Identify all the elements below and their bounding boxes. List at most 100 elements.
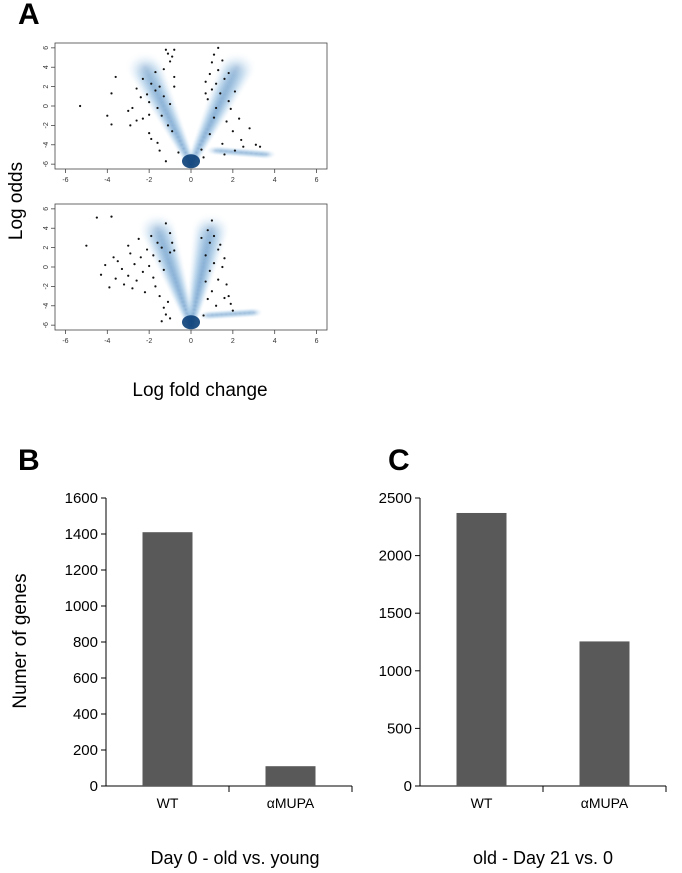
y-tick-label: 2 [43,85,50,89]
data-point [145,93,149,96]
data-point [139,256,142,259]
x-tick-label: 4 [273,177,277,184]
y-tick-label: 6 [43,46,50,50]
data-point [204,280,207,283]
data-point [160,246,163,249]
panel-label-a: A [18,0,40,31]
data-point [135,119,138,122]
data-point [223,296,226,300]
data-point [158,149,161,152]
y-tick-label: 0 [43,104,50,108]
y-tick-label: -2 [43,122,50,128]
data-point [177,151,180,154]
data-point [145,248,149,251]
data-point [223,77,226,80]
data-point [131,287,134,290]
data-point [240,138,243,142]
data-point [229,107,232,111]
data-point [139,96,142,99]
data-point [162,306,165,309]
data-point [233,90,237,93]
data-point [168,317,172,320]
y-tick-label: 200 [73,742,98,759]
data-point [135,279,138,282]
data-point [227,71,230,75]
data-point [148,101,151,104]
data-point [204,254,207,257]
y-tick-label: 0 [90,778,98,795]
data-point [152,276,155,279]
x-tick-label: 4 [273,338,277,345]
data-point [204,92,207,95]
data-point [162,268,165,272]
y-tick-label: 1000 [379,663,412,680]
data-point [168,231,172,235]
data-point [129,252,132,255]
x-tick-label: -6 [62,338,68,345]
data-point [173,249,176,252]
data-point [210,88,214,91]
data-point [212,262,216,265]
data-point [108,286,111,289]
y-tick-label: -2 [43,283,50,289]
y-tick-label: 2000 [379,548,412,565]
data-point [217,278,220,281]
x-tick-label: WT [471,795,493,811]
x-tick-label: 0 [189,338,193,345]
y-tick-label: 1200 [65,562,98,579]
data-point [202,314,205,317]
data-point [225,120,228,123]
data-point [223,257,226,260]
data-point [131,106,134,110]
data-point [225,283,228,286]
data-point [173,48,176,51]
x-tick-label: -2 [146,338,152,345]
data-point [164,222,167,225]
data-point [104,263,107,267]
panel-label-c: C [388,444,410,477]
data-point [202,156,205,159]
data-point [137,237,140,240]
data-point [141,77,144,80]
data-point [206,297,209,301]
y-tick-label: 400 [73,706,98,723]
data-point [173,75,176,79]
data-point [141,270,144,273]
data-point [206,98,209,101]
data-point [135,87,138,90]
data-point [233,149,237,152]
x-tick-label: 2 [231,338,235,345]
data-point [114,75,117,79]
data-point [148,132,151,135]
y-tick-label: 1000 [65,598,98,615]
data-point [110,92,113,95]
data-point [208,241,211,244]
data-point [148,264,151,268]
y-tick-label: 2500 [379,490,412,507]
bar-b-y-label: Numer of genes [10,573,31,709]
y-tick-label: 0 [404,778,412,795]
data-point [212,234,216,238]
data-point [258,145,262,148]
y-tick-label: -4 [43,303,50,309]
x-tick-label: -4 [104,338,110,345]
data-point [168,102,172,106]
data-point [215,304,218,307]
x-tick-label: αMUPA [267,795,315,811]
data-point [212,116,216,119]
data-point [173,85,176,88]
data-point [227,294,230,298]
data-point [85,244,88,247]
data-point [154,285,157,288]
y-tick-label: -6 [43,161,50,167]
data-point [158,260,161,263]
y-tick-label: 600 [73,670,98,687]
x-tick-label: αMUPA [581,795,629,811]
data-point [156,106,159,110]
x-tick-label: -2 [146,177,152,184]
data-point [208,133,211,136]
data-point [204,80,207,83]
data-point [158,294,161,298]
